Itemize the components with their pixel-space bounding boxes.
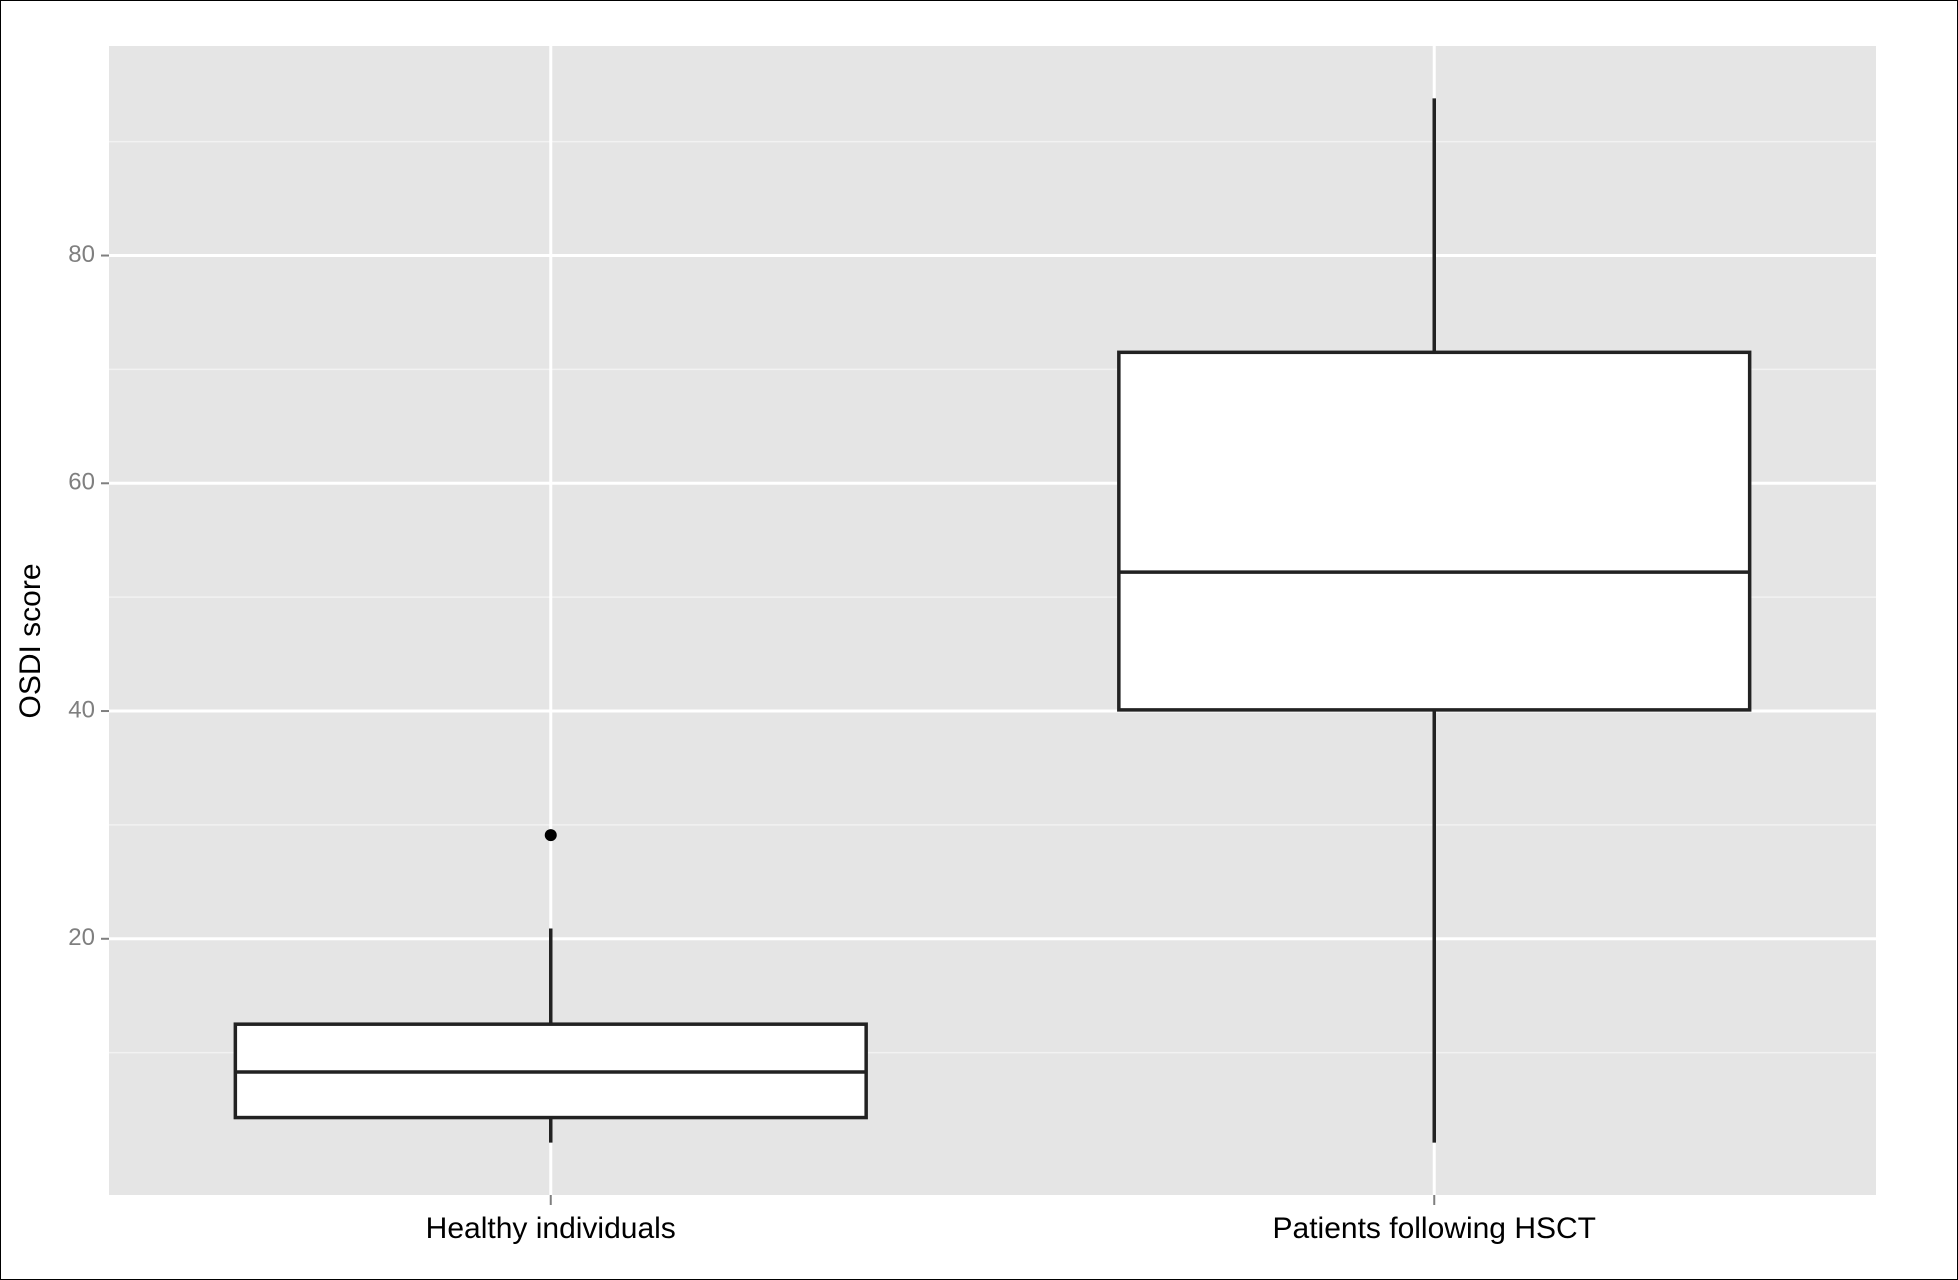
y-tick-label: 40 (68, 696, 95, 723)
x-tick-label: Patients following HSCT (1273, 1212, 1596, 1245)
y-tick-label: 80 (68, 241, 95, 268)
y-tick-label: 60 (68, 469, 95, 496)
box (1117, 350, 1752, 712)
outlier (544, 829, 557, 842)
x-tick-label: Healthy individuals (426, 1212, 676, 1245)
y-tick-label: 20 (68, 924, 95, 951)
y-axis-label: OSDI score (14, 563, 47, 718)
